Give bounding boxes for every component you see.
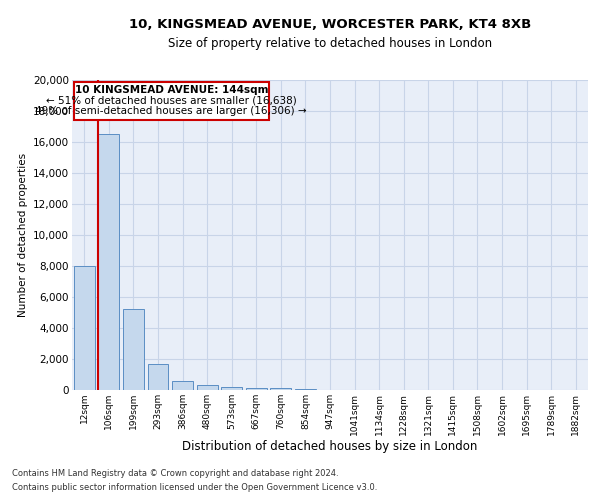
Text: 10 KINGSMEAD AVENUE: 144sqm: 10 KINGSMEAD AVENUE: 144sqm [74,84,268,94]
Text: Contains public sector information licensed under the Open Government Licence v3: Contains public sector information licen… [12,484,377,492]
Text: Size of property relative to detached houses in London: Size of property relative to detached ho… [168,38,492,51]
Bar [98,134,119,390]
Bar [74,82,269,120]
Bar [271,388,292,390]
Bar [295,389,316,390]
Text: ← 51% of detached houses are smaller (16,638): ← 51% of detached houses are smaller (16… [46,96,296,106]
X-axis label: Distribution of detached houses by size in London: Distribution of detached houses by size … [182,440,478,454]
Y-axis label: Number of detached properties: Number of detached properties [17,153,28,317]
Bar [74,266,95,390]
Bar [172,381,193,390]
Bar [123,310,144,390]
Text: Contains HM Land Registry data © Crown copyright and database right 2024.: Contains HM Land Registry data © Crown c… [12,468,338,477]
Text: 10, KINGSMEAD AVENUE, WORCESTER PARK, KT4 8XB: 10, KINGSMEAD AVENUE, WORCESTER PARK, KT… [129,18,531,30]
Bar [246,388,267,390]
Bar [197,386,218,390]
Bar [148,364,169,390]
Bar [221,386,242,390]
Text: 49% of semi-detached houses are larger (16,306) →: 49% of semi-detached houses are larger (… [35,106,307,116]
